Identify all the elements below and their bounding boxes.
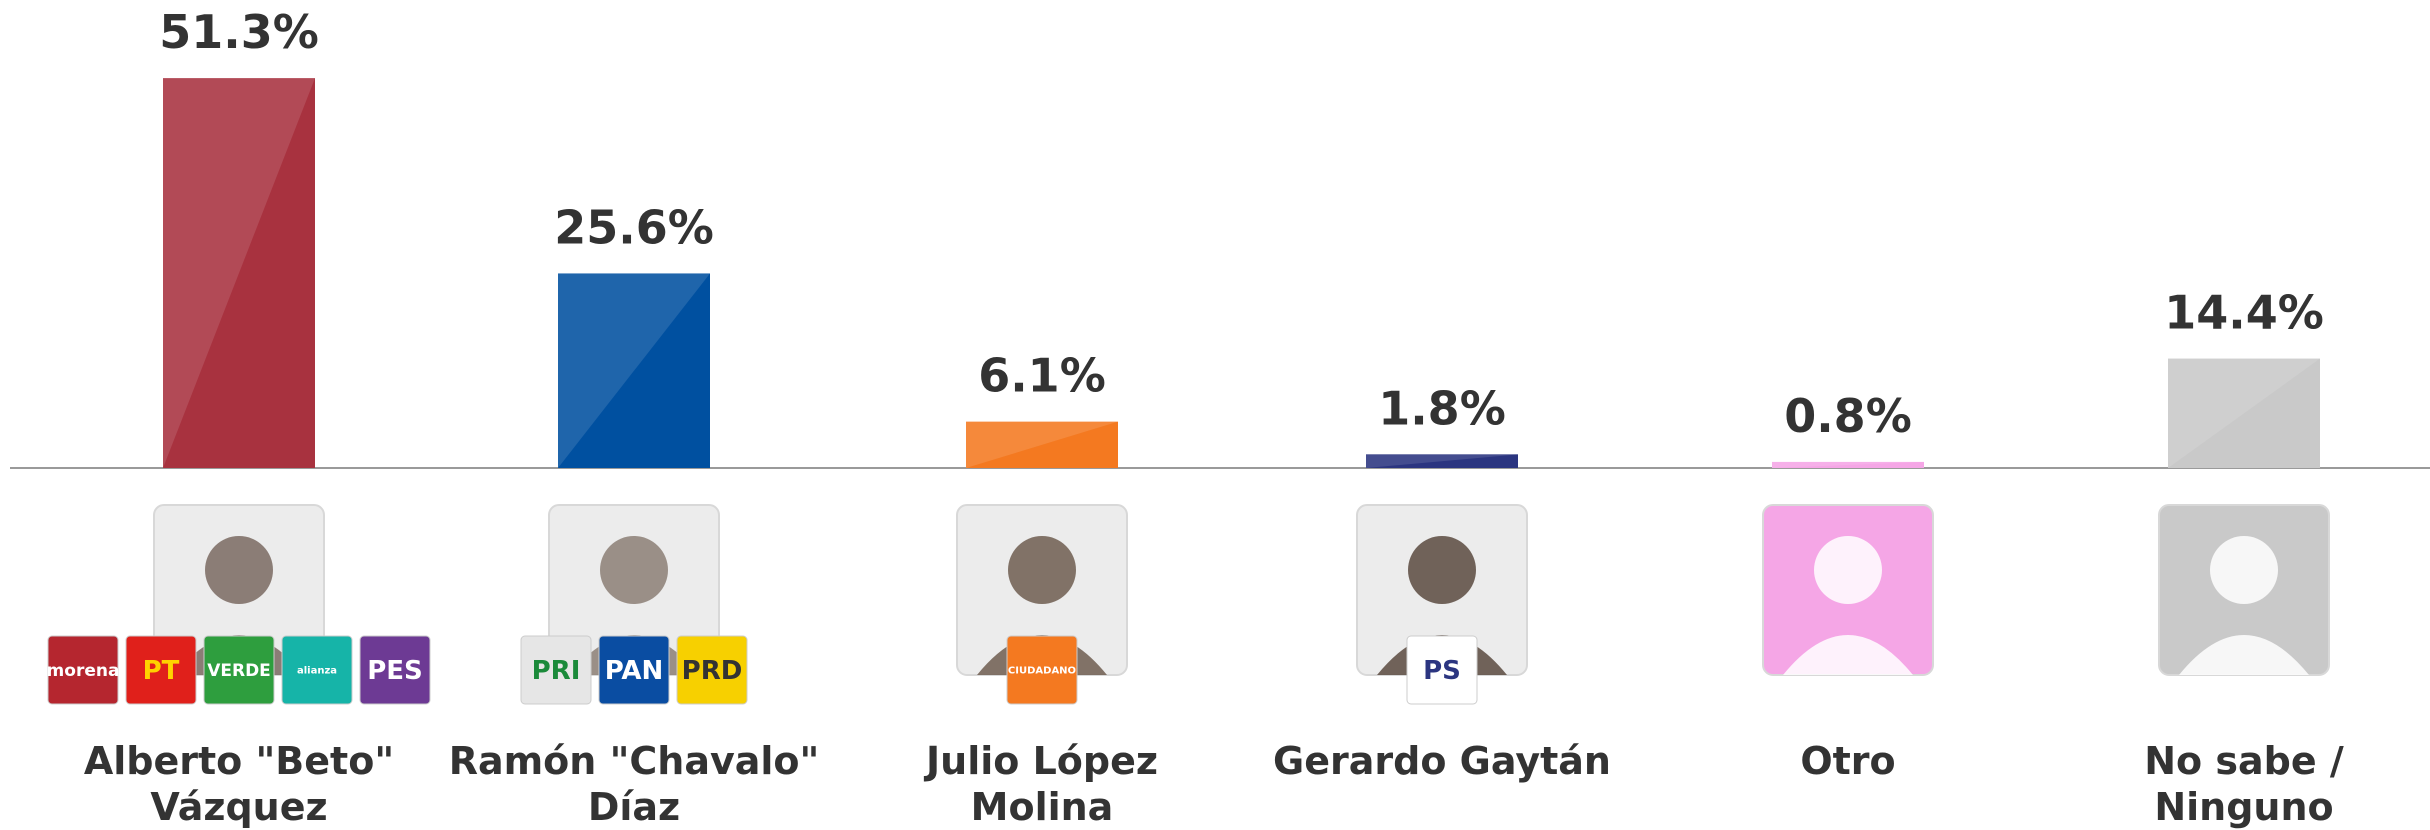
photo-head: [205, 536, 273, 604]
party-logo: [1006, 635, 1078, 705]
photo-head: [2210, 536, 2278, 604]
bar-shade: [2168, 358, 2320, 468]
party-logo: [598, 635, 670, 705]
party-logo-label: PRI: [532, 656, 581, 686]
party-logo: [47, 635, 119, 705]
bar: [1772, 461, 1924, 468]
party-logo: [125, 635, 197, 705]
category-label: Gerardo Gaytán: [1273, 739, 1611, 783]
bar-shade: [558, 273, 710, 468]
bar: [2168, 358, 2320, 468]
party-logo-label: PT: [143, 656, 180, 686]
party-logo-label: PES: [367, 656, 423, 686]
party-logo-label: morena: [47, 661, 120, 681]
category-label: Ramón "Chavalo" Díaz: [448, 739, 820, 829]
bar: [1366, 454, 1518, 468]
bar: [966, 421, 1118, 468]
photo-head: [600, 536, 668, 604]
value-label: 51.3%: [159, 5, 319, 59]
value-label: 25.6%: [554, 200, 714, 254]
photo-head: [1008, 536, 1076, 604]
photo-head: [1814, 536, 1882, 604]
party-logo: [520, 635, 592, 705]
party-logo-label: CIUDADANO: [1008, 666, 1076, 677]
bar-shade: [1772, 461, 1924, 468]
category-label: Otro: [1800, 739, 1896, 783]
bar: [558, 273, 710, 468]
party-logo-label: PRD: [682, 656, 743, 686]
photo-head: [1408, 536, 1476, 604]
value-label: 6.1%: [978, 349, 1106, 403]
party-logo: [1406, 635, 1478, 705]
party-logo: [676, 635, 748, 705]
bar: [163, 78, 315, 469]
value-label: 0.8%: [1784, 389, 1912, 443]
value-label: 14.4%: [2164, 286, 2324, 340]
bar-shade: [1366, 454, 1518, 468]
party-logo: [359, 635, 431, 705]
party-logo: [281, 635, 353, 705]
value-label: 1.8%: [1378, 381, 1506, 435]
party-logo-label: VERDE: [207, 661, 271, 681]
bar-shade: [966, 421, 1118, 468]
category-label: Alberto "Beto" Vázquez: [83, 739, 395, 829]
photo-body: [1783, 635, 1913, 675]
party-logo: [203, 635, 275, 705]
party-logo-label: PS: [1423, 656, 1461, 686]
bar-shade: [163, 78, 315, 469]
party-logo-label: alianza: [297, 666, 337, 677]
category-label: No sabe / Ninguno: [2144, 739, 2344, 829]
category-label: Julio López Molina: [926, 739, 1158, 829]
party-logo-label: PAN: [605, 656, 664, 686]
photo-body: [2179, 635, 2309, 675]
